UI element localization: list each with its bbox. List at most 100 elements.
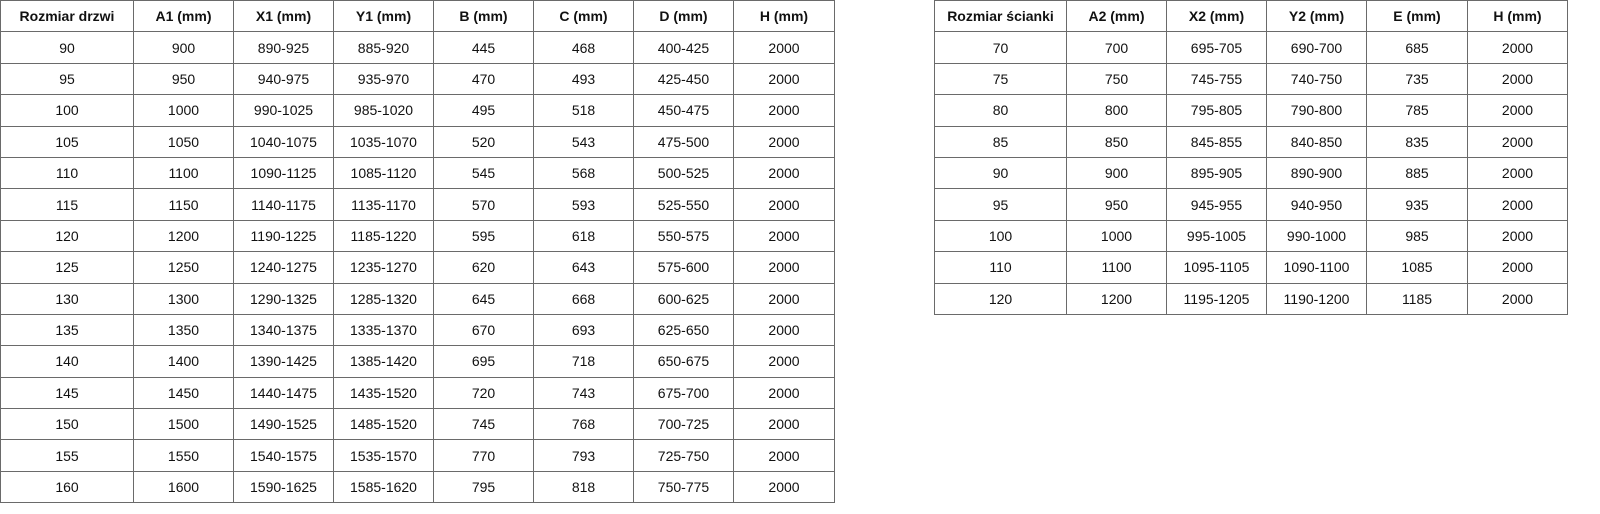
table-cell: 1140-1175 — [233, 188, 334, 221]
table-row: 125 1250 1240-1275 1235-1270 620 643 575-600 20… — [0, 251, 835, 284]
table-cell: 850 — [1066, 125, 1167, 158]
table-cell: 518 — [533, 94, 634, 127]
table-cell: 735 — [1366, 62, 1468, 96]
table-cell: 425-450 — [633, 62, 734, 96]
table-cell: 543 — [533, 125, 634, 158]
table-cell: 1095-1105 — [1166, 251, 1267, 284]
table-cell: 1085 — [1366, 251, 1468, 284]
table-cell: 2000 — [733, 439, 835, 472]
table-cell: 890-925 — [233, 31, 334, 64]
column-header: D (mm) — [633, 0, 734, 33]
table-cell: 493 — [533, 62, 634, 96]
table-cell: 1190-1225 — [233, 219, 334, 253]
table-cell: 768 — [533, 408, 634, 441]
table-cell: 570 — [433, 188, 534, 221]
table-cell: 885 — [1366, 156, 1468, 190]
table-cell: 700 — [1066, 31, 1167, 64]
table-cell: 740-750 — [1266, 62, 1367, 96]
table-row: 110 1100 1095-1105 1090-1100 1085 2000 — [934, 251, 1568, 284]
column-header: Rozmiar drzwi — [0, 0, 134, 33]
table-cell: 1335-1370 — [333, 313, 434, 347]
table-row: 115 1150 1140-1175 1135-1170 570 593 525-550 20… — [0, 188, 835, 221]
table-cell: 2000 — [733, 156, 835, 190]
table-row: 80 800 795-805 790-800 785 2000 — [934, 94, 1568, 127]
table-cell: 1100 — [1066, 251, 1167, 284]
table-cell: 1235-1270 — [333, 251, 434, 284]
table-cell: 1090-1125 — [233, 156, 334, 190]
table-cell: 1200 — [1066, 282, 1167, 315]
table-cell: 2000 — [733, 470, 835, 504]
table-cell: 90 — [0, 31, 134, 64]
table-cell: 1490-1525 — [233, 408, 334, 441]
table-row: 160 1600 1590-1625 1585-1620 795 818 750-775 20… — [0, 470, 835, 504]
table-row: 95 950 945-955 940-950 935 2000 — [934, 188, 1568, 221]
table-cell: 695-705 — [1166, 31, 1267, 64]
table-cell: 80 — [934, 94, 1067, 127]
table-cell: 1050 — [133, 125, 234, 158]
table-cell: 2000 — [1467, 156, 1568, 190]
table-cell: 795-805 — [1166, 94, 1267, 127]
table-cell: 2000 — [1467, 31, 1568, 64]
table-cell: 2000 — [733, 31, 835, 64]
table-row: 155 1550 1540-1575 1535-1570 770 793 725-750 20… — [0, 439, 835, 472]
table-cell: 500-525 — [633, 156, 734, 190]
table-row: 105 1050 1040-1075 1035-1070 520 543 475-500 20… — [0, 125, 835, 158]
table-row: 150 1500 1490-1525 1485-1520 745 768 700-725 20… — [0, 408, 835, 441]
table-cell: 743 — [533, 376, 634, 410]
column-header: E (mm) — [1366, 0, 1468, 33]
table-cell: 2000 — [733, 94, 835, 127]
column-header: Y2 (mm) — [1266, 0, 1367, 33]
table-cell: 900 — [1066, 156, 1167, 190]
table-cell: 835 — [1366, 125, 1468, 158]
table-cell: 685 — [1366, 31, 1468, 64]
column-header: B (mm) — [433, 0, 534, 33]
table-cell: 160 — [0, 470, 134, 504]
table-cell: 145 — [0, 376, 134, 410]
table-cell: 1185 — [1366, 282, 1468, 315]
table-row: 90 900 895-905 890-900 885 2000 — [934, 156, 1568, 190]
table-cell: 600-625 — [633, 282, 734, 315]
table-row: 70 700 695-705 690-700 685 2000 — [934, 31, 1568, 64]
table-cell: 793 — [533, 439, 634, 472]
table-cell: 940-950 — [1266, 188, 1367, 221]
table-cell: 1400 — [133, 345, 234, 378]
table-row: 75 750 745-755 740-750 735 2000 — [934, 62, 1568, 96]
table-cell: 2000 — [1467, 188, 1568, 221]
table-cell: 1585-1620 — [333, 470, 434, 504]
table-cell: 618 — [533, 219, 634, 253]
table-cell: 1195-1205 — [1166, 282, 1267, 315]
table-row: 145 1450 1440-1475 1435-1520 720 743 675-700 20… — [0, 376, 835, 410]
table-cell: 1550 — [133, 439, 234, 472]
table-cell: 945-955 — [1166, 188, 1267, 221]
table-cell: 595 — [433, 219, 534, 253]
table-row: 110 1100 1090-1125 1085-1120 545 568 500-525 20… — [0, 156, 835, 190]
table-cell: 1285-1320 — [333, 282, 434, 315]
table-cell: 1540-1575 — [233, 439, 334, 472]
table-cell: 795 — [433, 470, 534, 504]
table-cell: 670 — [433, 313, 534, 347]
table-cell: 940-975 — [233, 62, 334, 96]
table-cell: 155 — [0, 439, 134, 472]
table-cell: 70 — [934, 31, 1067, 64]
table-cell: 90 — [934, 156, 1067, 190]
table-cell: 140 — [0, 345, 134, 378]
table-cell: 525-550 — [633, 188, 734, 221]
table-cell: 2000 — [733, 251, 835, 284]
table-cell: 1000 — [133, 94, 234, 127]
table-cell: 2000 — [733, 62, 835, 96]
table-cell: 125 — [0, 251, 134, 284]
table-cell: 2000 — [733, 188, 835, 221]
table-cell: 400-425 — [633, 31, 734, 64]
table-cell: 100 — [0, 94, 134, 127]
table-cell: 718 — [533, 345, 634, 378]
header-row: Rozmiar drzwi A1 (mm) X1 (mm) Y1 (mm) B (mm)… — [0, 0, 835, 33]
table-cell: 1350 — [133, 313, 234, 347]
table-cell: 468 — [533, 31, 634, 64]
table-cell: 693 — [533, 313, 634, 347]
table-cell: 2000 — [733, 408, 835, 441]
table-cell: 2000 — [1467, 282, 1568, 315]
table-row: 140 1400 1390-1425 1385-1420 695 718 650-675 20… — [0, 345, 835, 378]
table-row: 90 900 890-925 885-920 445 468 400-425 2000 — [0, 31, 835, 64]
table-cell: 885-920 — [333, 31, 434, 64]
table-cell: 1100 — [133, 156, 234, 190]
